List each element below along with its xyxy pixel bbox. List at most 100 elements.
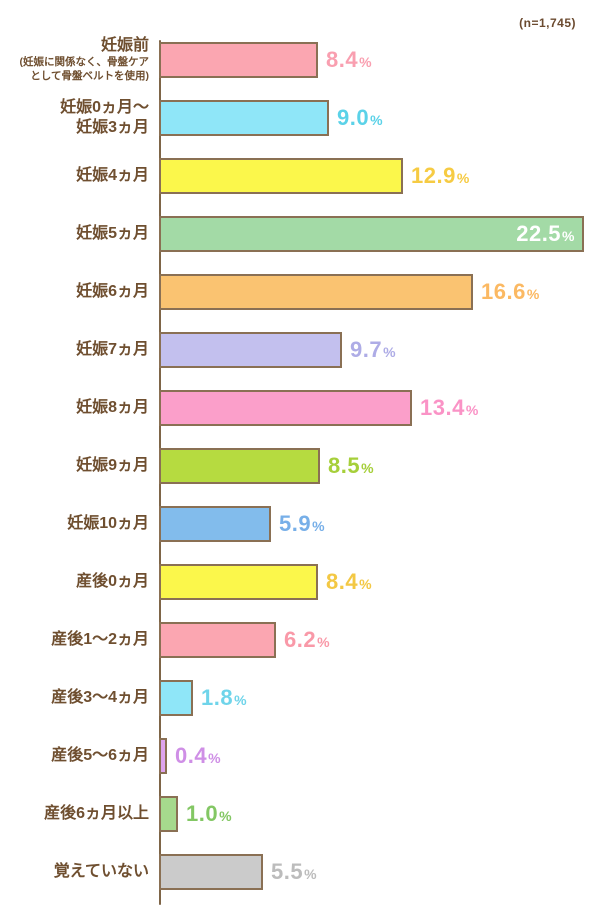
bar-row: 覚えていない 5.5% bbox=[0, 843, 600, 901]
category-label: 妊娠10ヵ月 bbox=[67, 515, 149, 532]
percent-sign: % bbox=[526, 286, 540, 302]
bar bbox=[159, 448, 320, 484]
bar-row: 妊娠0ヵ月〜 妊娠3ヵ月 9.0% bbox=[0, 89, 600, 147]
percent-sign: % bbox=[562, 228, 575, 244]
percent-sign: % bbox=[304, 866, 318, 882]
category-label: 産後5〜6ヵ月 bbox=[51, 747, 149, 764]
value-number: 12.9 bbox=[411, 163, 456, 188]
percent-sign: % bbox=[465, 402, 479, 418]
value-number: 5.9 bbox=[279, 511, 312, 536]
bar bbox=[159, 738, 167, 774]
sample-size-label: (n=1,745) bbox=[519, 16, 576, 30]
value-number: 8.4 bbox=[326, 47, 359, 72]
value-label: 12.9% bbox=[411, 163, 470, 189]
category-label: 覚えていない bbox=[53, 863, 149, 880]
bar-row: 妊娠4ヵ月 12.9% bbox=[0, 147, 600, 205]
category-label: 妊娠0ヵ月〜 妊娠3ヵ月 bbox=[60, 99, 149, 136]
value-number: 13.4 bbox=[420, 395, 465, 420]
bar-area: 1.0% bbox=[159, 785, 232, 843]
percent-sign: % bbox=[359, 54, 373, 70]
percent-sign: % bbox=[208, 750, 222, 766]
bar bbox=[159, 42, 318, 78]
bar-area: 5.9% bbox=[159, 495, 325, 553]
value-number: 0.4 bbox=[175, 743, 208, 768]
bar-row: 妊娠5ヵ月 22.5% bbox=[0, 205, 600, 263]
value-number: 1.0 bbox=[186, 801, 219, 826]
bar-area: 1.8% bbox=[159, 669, 247, 727]
percent-sign: % bbox=[361, 460, 375, 476]
bar-row: 妊娠前 (妊娠に関係なく、骨盤ケア として骨盤ベルトを使用) 8.4% bbox=[0, 31, 600, 89]
bar-row: 妊娠8ヵ月 13.4% bbox=[0, 379, 600, 437]
bar-area: 9.0% bbox=[159, 89, 383, 147]
category-label: 妊娠5ヵ月 bbox=[76, 225, 149, 242]
bar bbox=[159, 390, 412, 426]
bar-row: 妊娠10ヵ月 5.9% bbox=[0, 495, 600, 553]
category-label: 産後1〜2ヵ月 bbox=[51, 631, 149, 648]
bar-row: 産後1〜2ヵ月 6.2% bbox=[0, 611, 600, 669]
value-label: 22.5% bbox=[516, 221, 575, 247]
bar-chart: 妊娠前 (妊娠に関係なく、骨盤ケア として骨盤ベルトを使用) 8.4% 妊娠0ヵ月〜… bbox=[0, 31, 600, 901]
bar-row: 妊娠6ヵ月 16.6% bbox=[0, 263, 600, 321]
bar-area: 8.4% bbox=[159, 31, 372, 89]
value-label: 5.9% bbox=[279, 511, 325, 537]
bar-row: 妊娠9ヵ月 8.5% bbox=[0, 437, 600, 495]
bar-area: 0.4% bbox=[159, 727, 221, 785]
percent-sign: % bbox=[359, 576, 373, 592]
value-label: 16.6% bbox=[481, 279, 540, 305]
percent-sign: % bbox=[317, 634, 331, 650]
category-label: 妊娠8ヵ月 bbox=[76, 399, 149, 416]
value-number: 1.8 bbox=[201, 685, 234, 710]
category-label: 妊娠7ヵ月 bbox=[76, 341, 149, 358]
bar bbox=[159, 506, 271, 542]
value-number: 8.5 bbox=[328, 453, 361, 478]
value-label: 1.8% bbox=[201, 685, 247, 711]
bar bbox=[159, 680, 193, 716]
bar bbox=[159, 796, 178, 832]
bar bbox=[159, 622, 276, 658]
bar-area: 16.6% bbox=[159, 263, 540, 321]
bar-row: 産後5〜6ヵ月 0.4% bbox=[0, 727, 600, 785]
category-label: 妊娠9ヵ月 bbox=[76, 457, 149, 474]
bar-area: 5.5% bbox=[159, 843, 317, 901]
bar bbox=[159, 332, 342, 368]
bar bbox=[159, 158, 403, 194]
value-label: 8.5% bbox=[328, 453, 374, 479]
value-number: 6.2 bbox=[284, 627, 317, 652]
percent-sign: % bbox=[383, 344, 397, 360]
value-label: 5.5% bbox=[271, 859, 317, 885]
category-label: 妊娠4ヵ月 bbox=[76, 167, 149, 184]
bar bbox=[159, 854, 263, 890]
value-label: 1.0% bbox=[186, 801, 232, 827]
bar-row: 妊娠7ヵ月 9.7% bbox=[0, 321, 600, 379]
category-label: 産後6ヵ月以上 bbox=[44, 805, 149, 822]
value-label: 8.4% bbox=[326, 569, 372, 595]
category-label: 妊娠6ヵ月 bbox=[76, 283, 149, 300]
bar bbox=[159, 274, 473, 310]
percent-sign: % bbox=[219, 808, 233, 824]
value-number: 22.5 bbox=[516, 221, 562, 246]
value-number: 5.5 bbox=[271, 859, 304, 884]
bar-row: 産後6ヵ月以上 1.0% bbox=[0, 785, 600, 843]
percent-sign: % bbox=[456, 170, 470, 186]
bar-area: 9.7% bbox=[159, 321, 396, 379]
percent-sign: % bbox=[370, 112, 384, 128]
bar-area: 8.4% bbox=[159, 553, 372, 611]
value-label: 9.7% bbox=[350, 337, 396, 363]
bar: 22.5% bbox=[159, 216, 584, 252]
value-number: 8.4 bbox=[326, 569, 359, 594]
value-label: 13.4% bbox=[420, 395, 479, 421]
value-label: 8.4% bbox=[326, 47, 372, 73]
category-label: 妊娠前 (妊娠に関係なく、骨盤ケア として骨盤ベルトを使用) bbox=[19, 37, 150, 82]
value-label: 0.4% bbox=[175, 743, 221, 769]
value-label: 6.2% bbox=[284, 627, 330, 653]
bar-row: 産後0ヵ月 8.4% bbox=[0, 553, 600, 611]
bar-area: 8.5% bbox=[159, 437, 374, 495]
value-number: 9.7 bbox=[350, 337, 383, 362]
bar-area: 22.5% bbox=[159, 205, 584, 263]
value-number: 9.0 bbox=[337, 105, 370, 130]
percent-sign: % bbox=[312, 518, 326, 534]
value-label: 9.0% bbox=[337, 105, 383, 131]
category-label: 産後0ヵ月 bbox=[76, 573, 149, 590]
bar-area: 6.2% bbox=[159, 611, 330, 669]
bar bbox=[159, 100, 329, 136]
